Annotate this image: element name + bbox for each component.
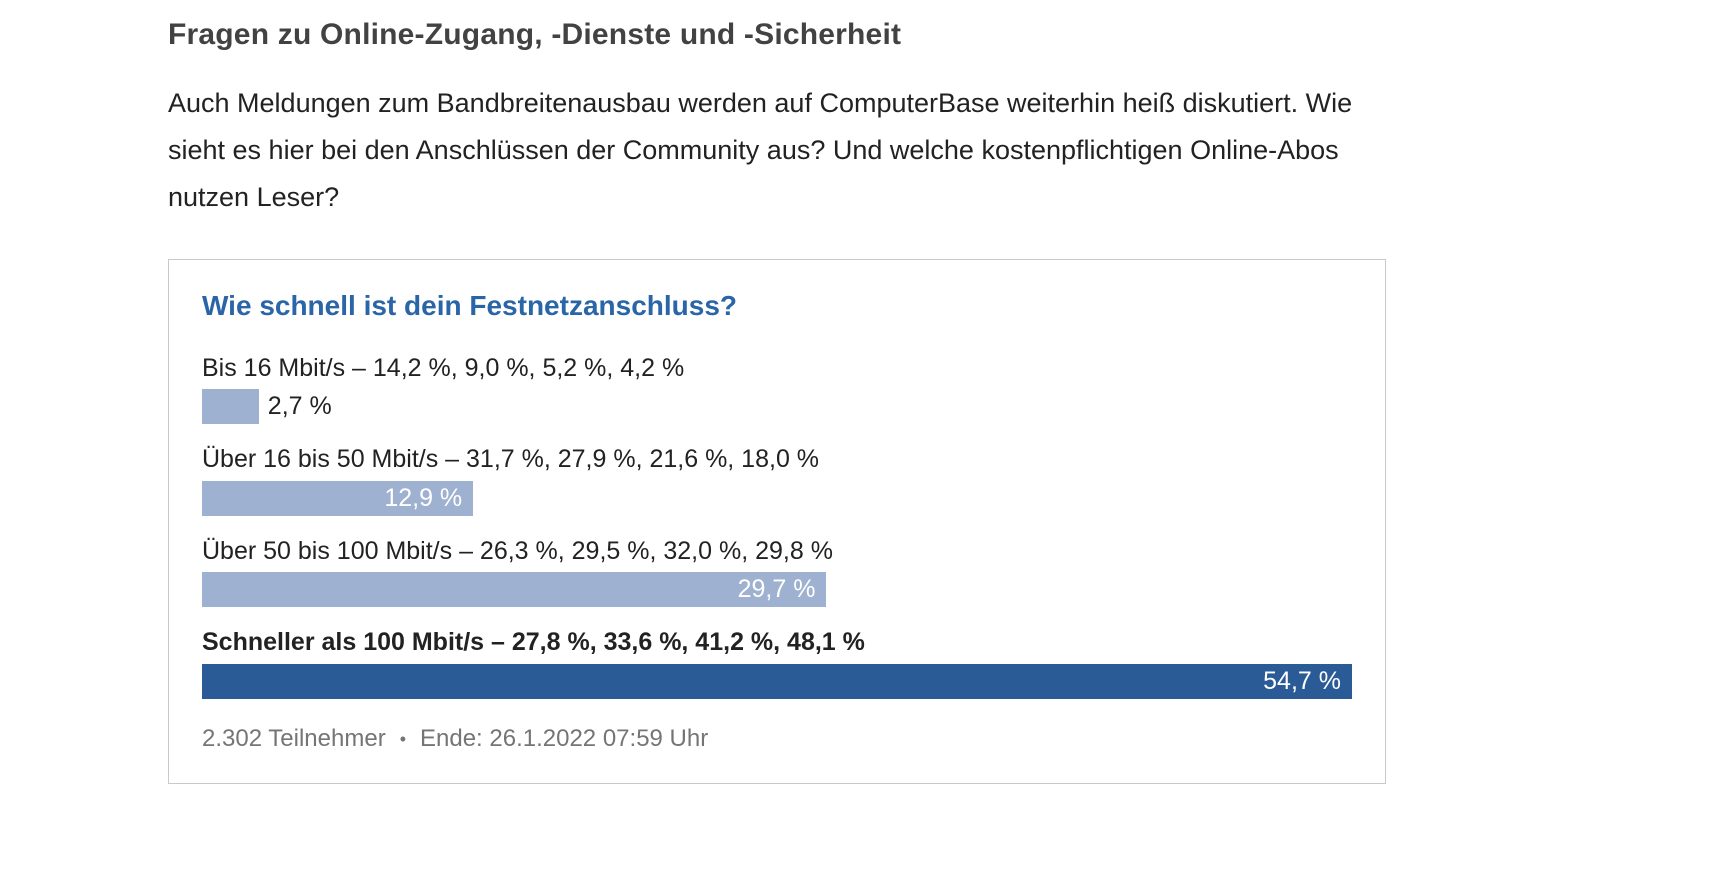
poll-option-label: Über 50 bis 100 Mbit/s – 26,3 %, 29,5 %,…	[202, 536, 833, 565]
poll-title: Wie schnell ist dein Festnetzanschluss?	[202, 289, 737, 321]
poll-bar-value: 2,7 %	[267, 392, 332, 421]
poll-option-row: Über 16 bis 50 Mbit/s – 31,7 %, 27,9 %, …	[202, 443, 1352, 516]
poll-bar: 29,7 %	[202, 572, 827, 608]
poll-bar-value: 54,7 %	[1263, 666, 1341, 695]
poll-bar-track: 12,9 %	[202, 480, 1352, 516]
poll-end-date: Ende: 26.1.2022 07:59 Uhr	[420, 724, 709, 752]
poll-option-label: Schneller als 100 Mbit/s – 27,8 %, 33,6 …	[202, 628, 865, 657]
poll-option-label: Über 16 bis 50 Mbit/s – 31,7 %, 27,9 %, …	[202, 445, 820, 474]
poll-option-row: Schneller als 100 Mbit/s – 27,8 %, 33,6 …	[202, 626, 1352, 699]
poll-bar: 54,7 %	[202, 663, 1352, 699]
poll-bar: 12,9 %	[202, 480, 474, 516]
poll-bar-value: 29,7 %	[737, 575, 816, 604]
poll-bar-value: 12,9 %	[384, 483, 463, 512]
separator-dot: •	[399, 728, 406, 749]
poll-option-row: Bis 16 Mbit/s – 14,2 %, 9,0 %, 5,2 %, 4,…	[202, 352, 1352, 425]
article-content: Fragen zu Online-Zugang, -Dienste und -S…	[168, 18, 1386, 784]
poll-bar-track: 2,7 %	[202, 389, 1352, 425]
poll-bar	[202, 389, 259, 425]
intro-paragraph: Auch Meldungen zum Bandbreitenausbau wer…	[168, 88, 1353, 212]
poll-bar-track: 29,7 %	[202, 572, 1352, 608]
poll-option-row: Über 50 bis 100 Mbit/s – 26,3 %, 29,5 %,…	[202, 535, 1352, 608]
poll-widget: Wie schnell ist dein Festnetzanschluss? …	[168, 258, 1386, 784]
poll-participants: 2.302 Teilnehmer	[202, 724, 386, 752]
poll-footer: 2.302 Teilnehmer • Ende: 26.1.2022 07:59…	[202, 725, 1352, 753]
poll-option-label: Bis 16 Mbit/s – 14,2 %, 9,0 %, 5,2 %, 4,…	[202, 353, 685, 382]
section-heading: Fragen zu Online-Zugang, -Dienste und -S…	[168, 18, 902, 51]
poll-bar-track: 54,7 %	[202, 663, 1352, 699]
